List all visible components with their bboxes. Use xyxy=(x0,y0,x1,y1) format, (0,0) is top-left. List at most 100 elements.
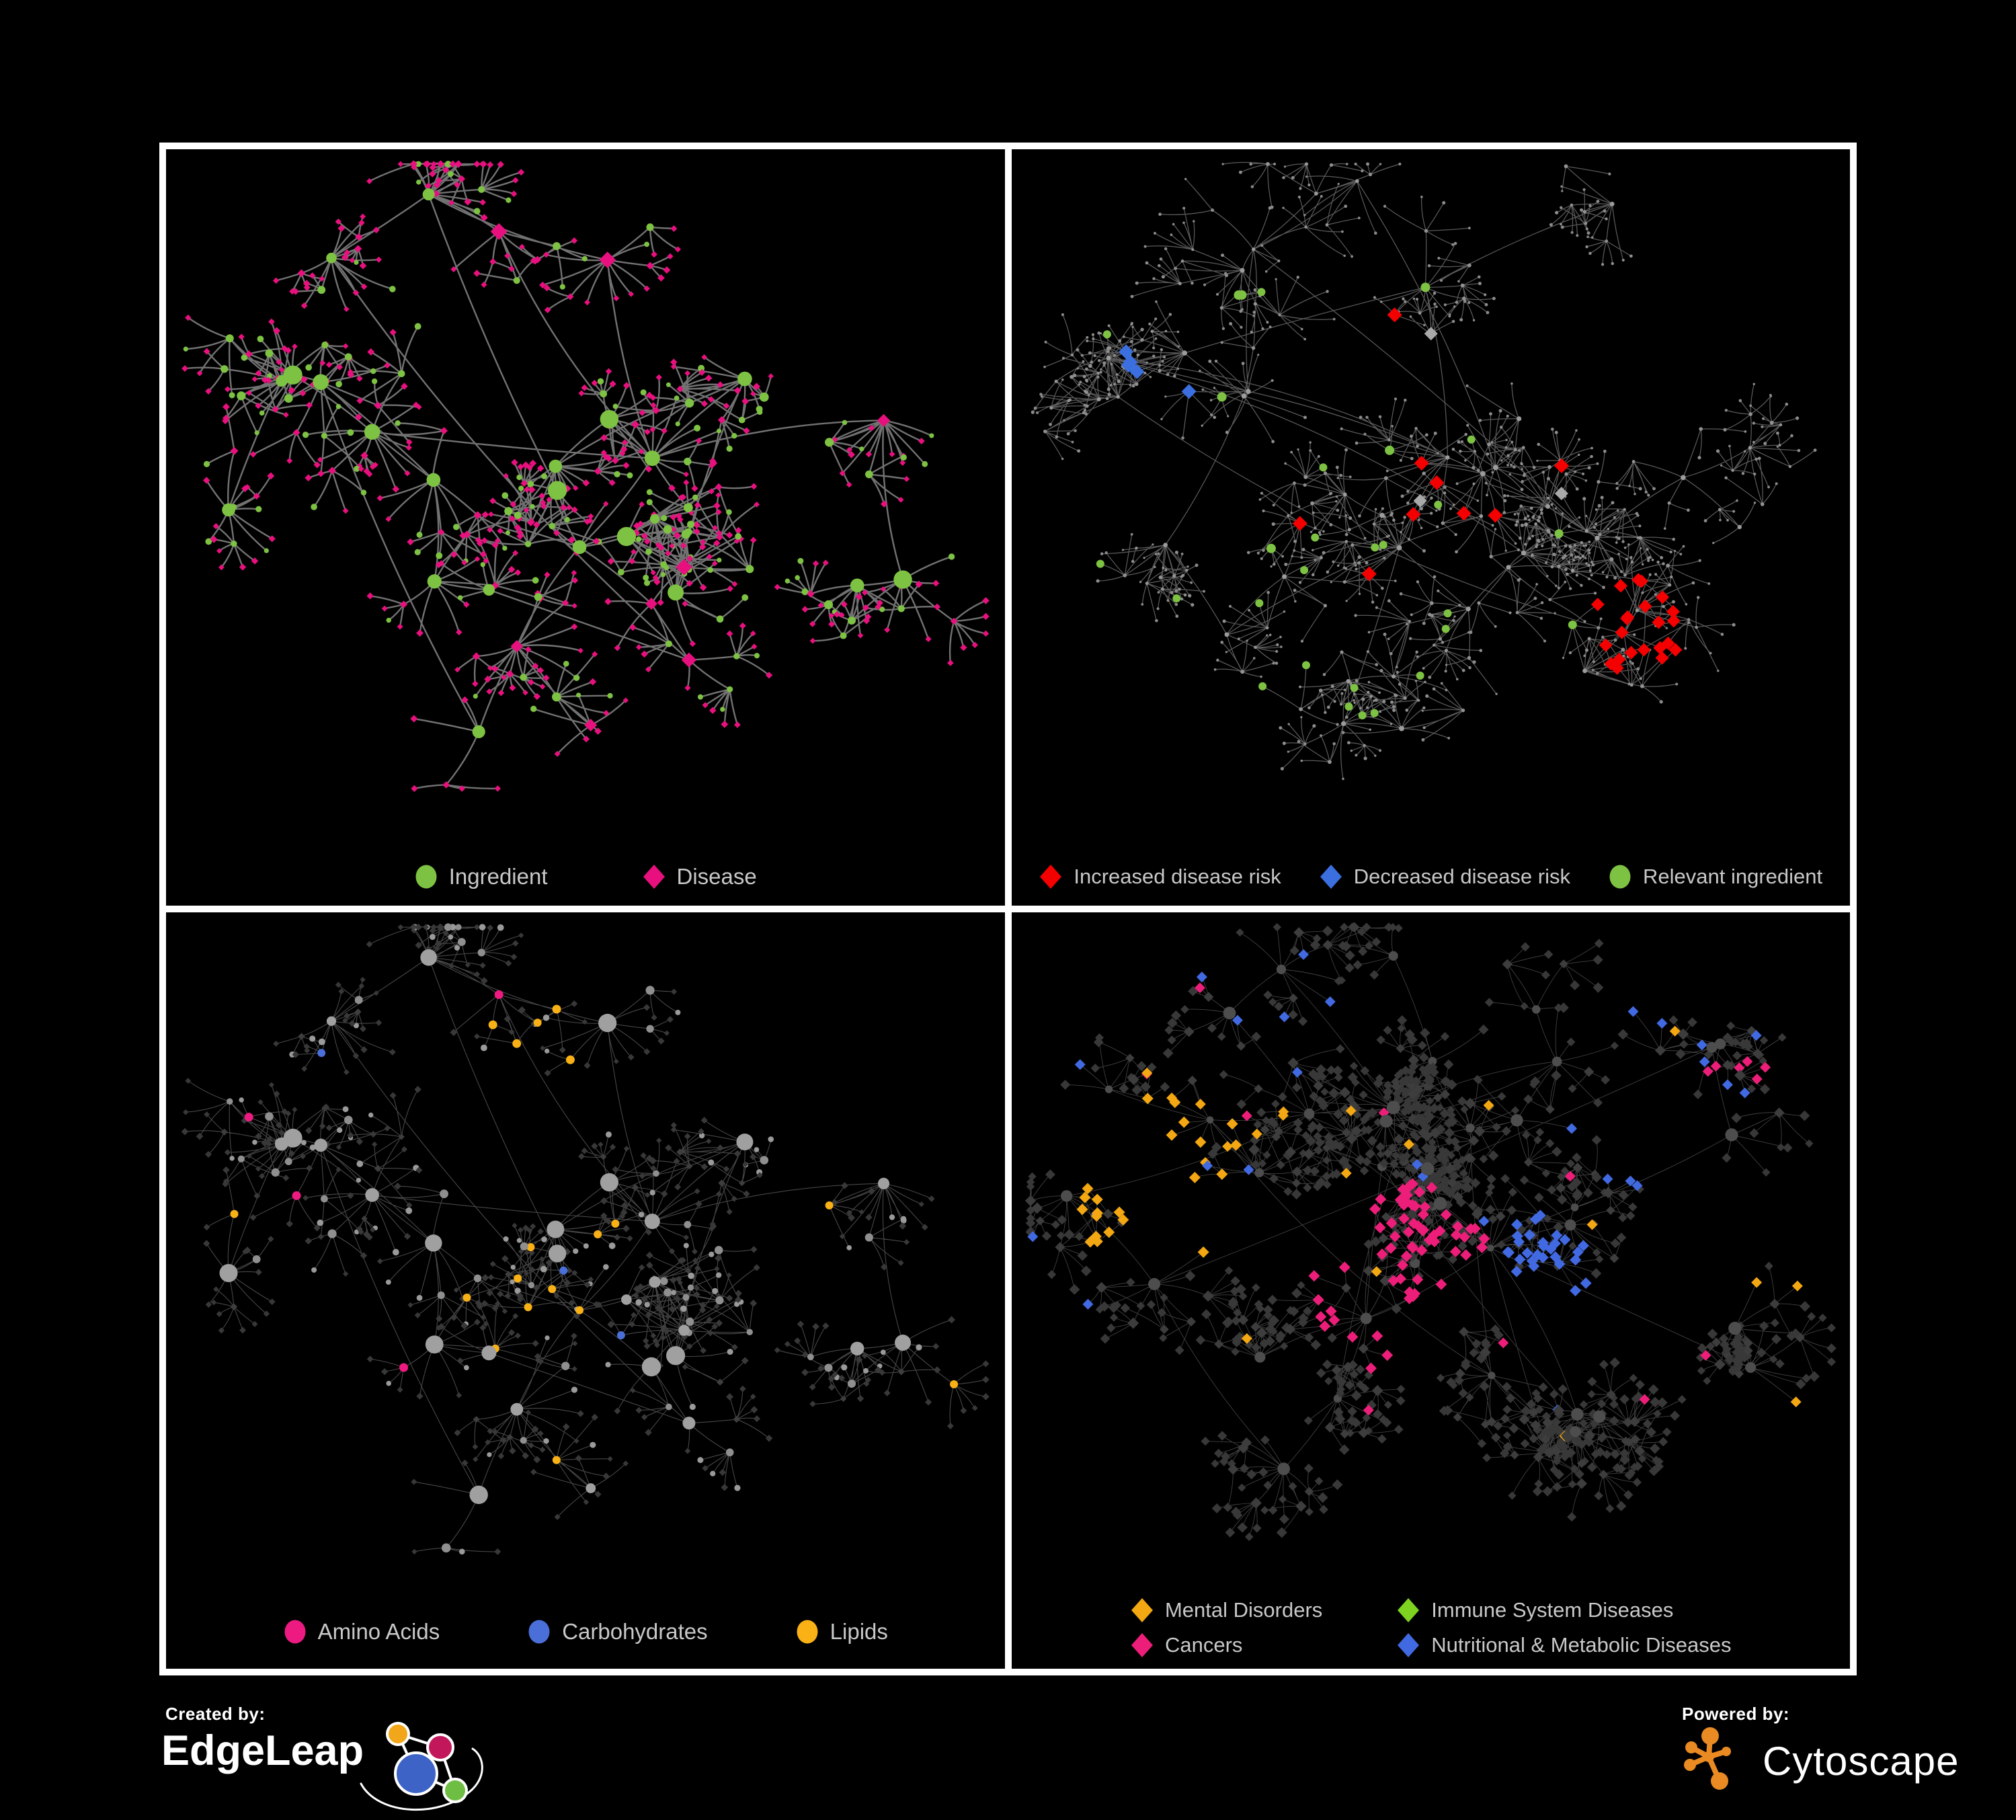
network-node xyxy=(932,1343,940,1350)
network-node xyxy=(1504,549,1507,552)
network-node xyxy=(1570,569,1574,573)
network-node xyxy=(661,514,668,522)
legend-item-amino-acids: Amino Acids xyxy=(283,1619,440,1645)
network-node xyxy=(1129,340,1133,344)
network-node xyxy=(1584,479,1587,482)
network-node xyxy=(1090,1064,1100,1073)
network-node xyxy=(288,1150,295,1157)
network-node xyxy=(1338,516,1340,519)
legend-disease-categories: Mental Disorders Immune System Diseases Ca… xyxy=(1012,1597,1851,1658)
network-node xyxy=(1355,1154,1365,1165)
network-node xyxy=(1279,1011,1290,1023)
network-node xyxy=(750,1300,758,1307)
network-node xyxy=(1262,1304,1273,1315)
network-node xyxy=(1592,1098,1603,1108)
network-node xyxy=(1428,1103,1439,1113)
network-node xyxy=(368,1112,374,1118)
network-node xyxy=(347,1132,354,1139)
network-node xyxy=(1178,1116,1190,1128)
network-node xyxy=(1621,1436,1630,1446)
network-node xyxy=(1605,1504,1614,1513)
network-node xyxy=(494,538,501,544)
network-node xyxy=(1215,1169,1227,1181)
network-node xyxy=(1291,1288,1302,1299)
network-node xyxy=(434,945,440,951)
network-node xyxy=(639,1173,646,1179)
network-node xyxy=(1253,288,1256,292)
network-node xyxy=(1087,393,1090,397)
network-node xyxy=(1467,301,1470,305)
network-node xyxy=(1445,688,1447,692)
network-node xyxy=(1399,459,1402,462)
network-node xyxy=(1277,313,1281,317)
network-node xyxy=(1361,922,1371,932)
network-node xyxy=(1514,523,1518,527)
network-node xyxy=(1084,1236,1096,1248)
network-node xyxy=(582,479,590,487)
network-node xyxy=(489,1261,496,1267)
network-node xyxy=(661,427,668,434)
network-node xyxy=(1451,1220,1463,1232)
network-node xyxy=(216,548,223,554)
network-node xyxy=(1554,529,1564,539)
network-node xyxy=(1667,583,1671,587)
network-node xyxy=(1293,1125,1303,1135)
network-node xyxy=(581,1147,588,1154)
network-node xyxy=(1180,436,1184,440)
network-node xyxy=(1402,1226,1414,1238)
network-node xyxy=(1358,711,1367,719)
network-node xyxy=(649,426,656,433)
network-node xyxy=(1131,1084,1142,1096)
network-node xyxy=(750,1406,758,1414)
network-node xyxy=(1348,475,1352,479)
network-node xyxy=(460,1322,469,1330)
network-node xyxy=(358,1228,364,1235)
network-node xyxy=(223,1166,230,1174)
network-node xyxy=(501,492,509,499)
network-node xyxy=(1711,1337,1721,1347)
network-node xyxy=(1436,1374,1445,1382)
network-node xyxy=(497,924,504,931)
network-node xyxy=(440,427,448,435)
network-node xyxy=(1586,1376,1597,1387)
network-node xyxy=(1693,1089,1703,1099)
network-node xyxy=(1299,556,1303,559)
network-node xyxy=(1350,1390,1362,1401)
network-node xyxy=(1587,1390,1596,1398)
network-node xyxy=(1355,567,1358,571)
network-node xyxy=(1297,1317,1308,1328)
network-node xyxy=(1646,1427,1656,1437)
network-node xyxy=(1429,601,1434,605)
network-node xyxy=(1302,1306,1312,1316)
network-node xyxy=(1458,449,1462,453)
network-node xyxy=(1417,1171,1428,1182)
network-node xyxy=(504,252,511,260)
powered-by-label: Powered by: xyxy=(1682,1704,1790,1724)
network-node xyxy=(1558,1384,1568,1394)
network-node xyxy=(416,531,423,538)
network-node xyxy=(1536,442,1540,446)
network-node xyxy=(1366,690,1370,694)
network-node xyxy=(1301,661,1310,670)
network-node xyxy=(1474,1125,1485,1137)
network-node xyxy=(263,1310,270,1317)
network-node xyxy=(1621,540,1625,543)
network-node xyxy=(619,450,626,457)
network-node xyxy=(1716,669,1720,672)
network-node xyxy=(1408,1130,1418,1139)
network-node xyxy=(1253,645,1257,649)
network-node xyxy=(425,1234,442,1252)
network-node xyxy=(1033,406,1037,410)
network-node xyxy=(1299,716,1302,719)
network-node xyxy=(1627,543,1629,546)
network-node xyxy=(1556,1194,1567,1205)
network-node xyxy=(1325,223,1328,227)
network-node xyxy=(1069,374,1074,379)
network-node xyxy=(594,727,602,735)
network-node xyxy=(1329,491,1332,496)
network-node xyxy=(681,530,691,539)
network-node xyxy=(684,1221,692,1228)
network-node xyxy=(669,543,675,549)
network-node xyxy=(344,1115,353,1125)
network-node xyxy=(514,524,522,532)
